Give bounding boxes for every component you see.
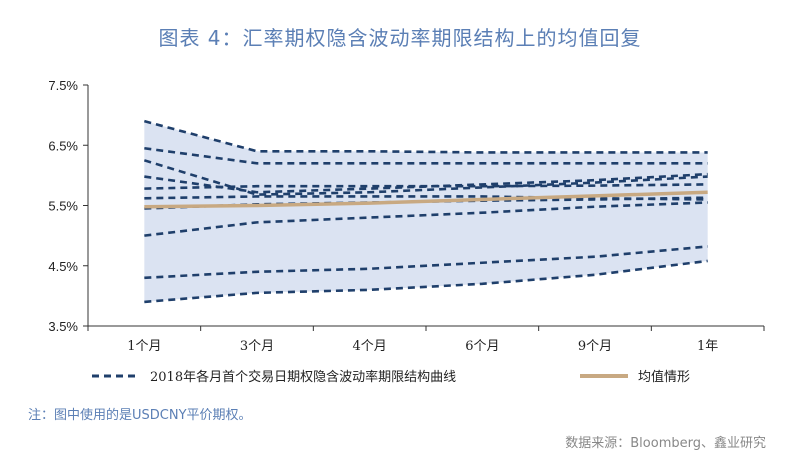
series-line-2 <box>144 146 708 165</box>
series-line-3 <box>143 159 708 196</box>
series-line-1 <box>143 119 708 154</box>
data-source: 数据来源：Bloomberg、鑫业研究 <box>565 436 766 451</box>
x-tick-label: 9个月 <box>578 339 612 354</box>
x-tick-label: 4个月 <box>353 339 387 354</box>
series-line-10 <box>144 259 708 304</box>
y-tick-label: 6.5% <box>48 138 78 153</box>
y-tick-label: 3.5% <box>48 319 78 334</box>
x-tick-label: 1个月 <box>127 339 161 354</box>
mean-layer <box>144 190 708 209</box>
x-tick-label: 3个月 <box>240 339 274 354</box>
legend: 2018年各月首个交易日期权隐含波动率期限结构曲线 均值情形 <box>92 369 690 385</box>
series-line-5 <box>144 183 708 190</box>
chart-title: 图表 4：汇率期权隐含波动率期限结构上的均值回复 <box>158 26 642 50</box>
mean-line <box>144 190 708 209</box>
y-tick-label: 5.5% <box>48 199 78 214</box>
axes: 3.5% 4.5% 5.5% 6.5% 7.5% 1个月 3个月 4个月 6个月 9个月 1年 <box>48 78 765 354</box>
x-tick-label: 6个月 <box>465 339 499 354</box>
band-layer <box>144 121 708 302</box>
footnote: 注：图中使用的是USDCNY平价期权。 <box>28 408 252 423</box>
y-tick-label: 7.5% <box>48 78 78 93</box>
volatility-band <box>144 121 708 302</box>
legend-curves-label: 2018年各月首个交易日期权隐含波动率期限结构曲线 <box>150 369 456 385</box>
y-tick-label: 4.5% <box>48 259 78 274</box>
x-tick-label: 1年 <box>697 339 718 354</box>
series-line-9 <box>144 245 708 280</box>
series-line-8 <box>144 201 708 237</box>
legend-mean-label: 均值情形 <box>638 369 690 385</box>
